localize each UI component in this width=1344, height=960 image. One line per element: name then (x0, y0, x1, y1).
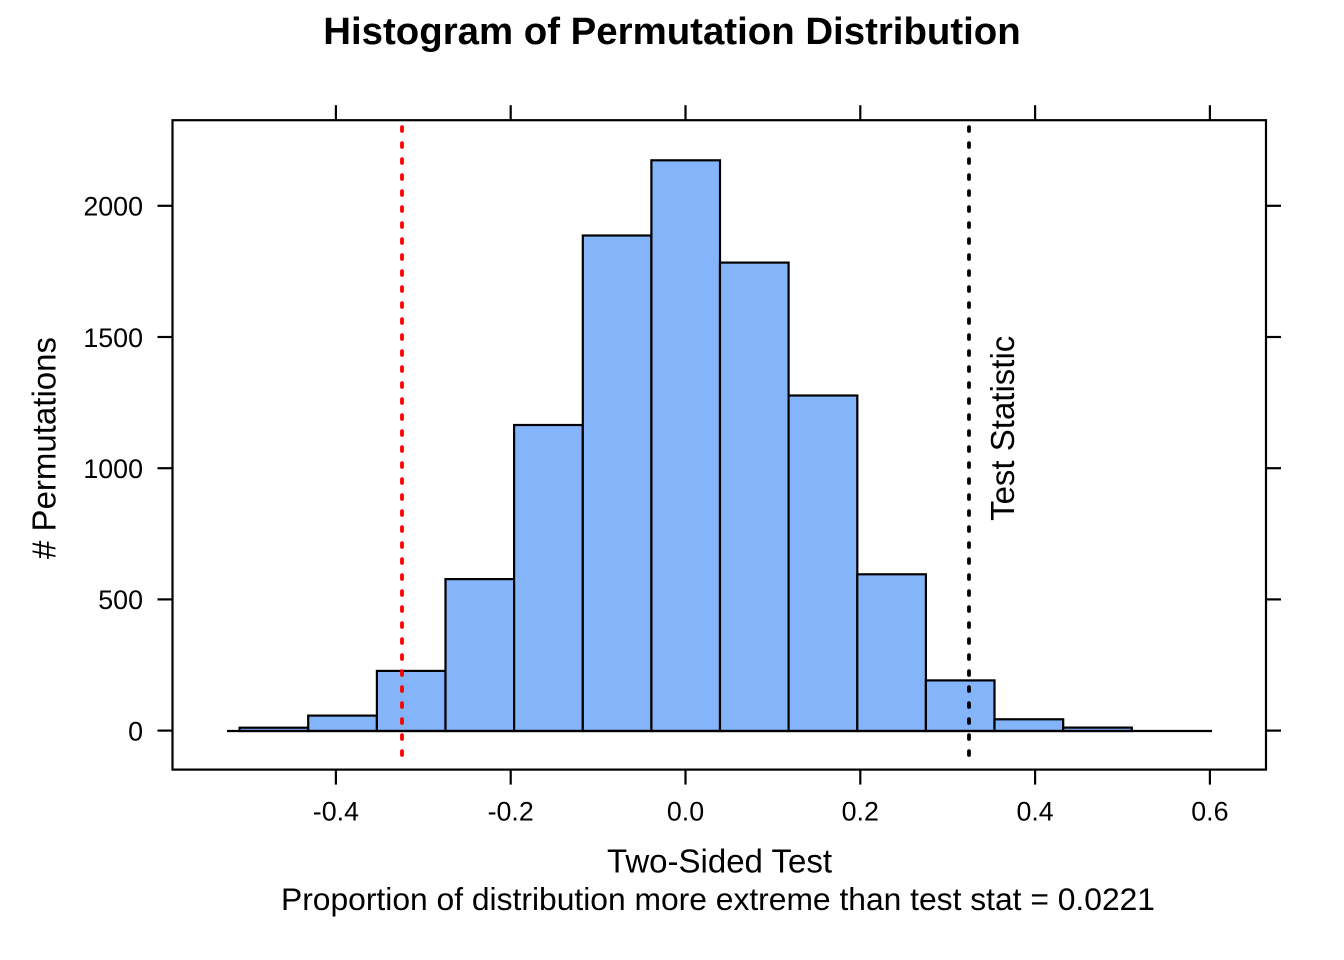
svg-text:Two-Sided Test: Two-Sided Test (607, 843, 832, 880)
svg-text:0.2: 0.2 (842, 797, 879, 827)
svg-text:0.0: 0.0 (667, 797, 704, 827)
svg-text:Test Statistic: Test Statistic (984, 336, 1021, 521)
svg-text:1500: 1500 (83, 323, 143, 353)
svg-text:-0.2: -0.2 (488, 797, 534, 827)
svg-text:Histogram of Permutation Distr: Histogram of Permutation Distribution (323, 10, 1020, 53)
svg-text:2000: 2000 (83, 192, 143, 222)
svg-text:# Permutations: # Permutations (26, 337, 63, 559)
svg-text:Proportion of distribution mor: Proportion of distribution more extreme … (281, 881, 1155, 917)
svg-text:500: 500 (98, 585, 143, 615)
svg-text:0: 0 (128, 716, 143, 746)
svg-text:0.6: 0.6 (1191, 797, 1228, 827)
svg-text:-0.4: -0.4 (313, 797, 359, 827)
svg-text:0.4: 0.4 (1016, 797, 1053, 827)
svg-text:1000: 1000 (83, 454, 143, 484)
